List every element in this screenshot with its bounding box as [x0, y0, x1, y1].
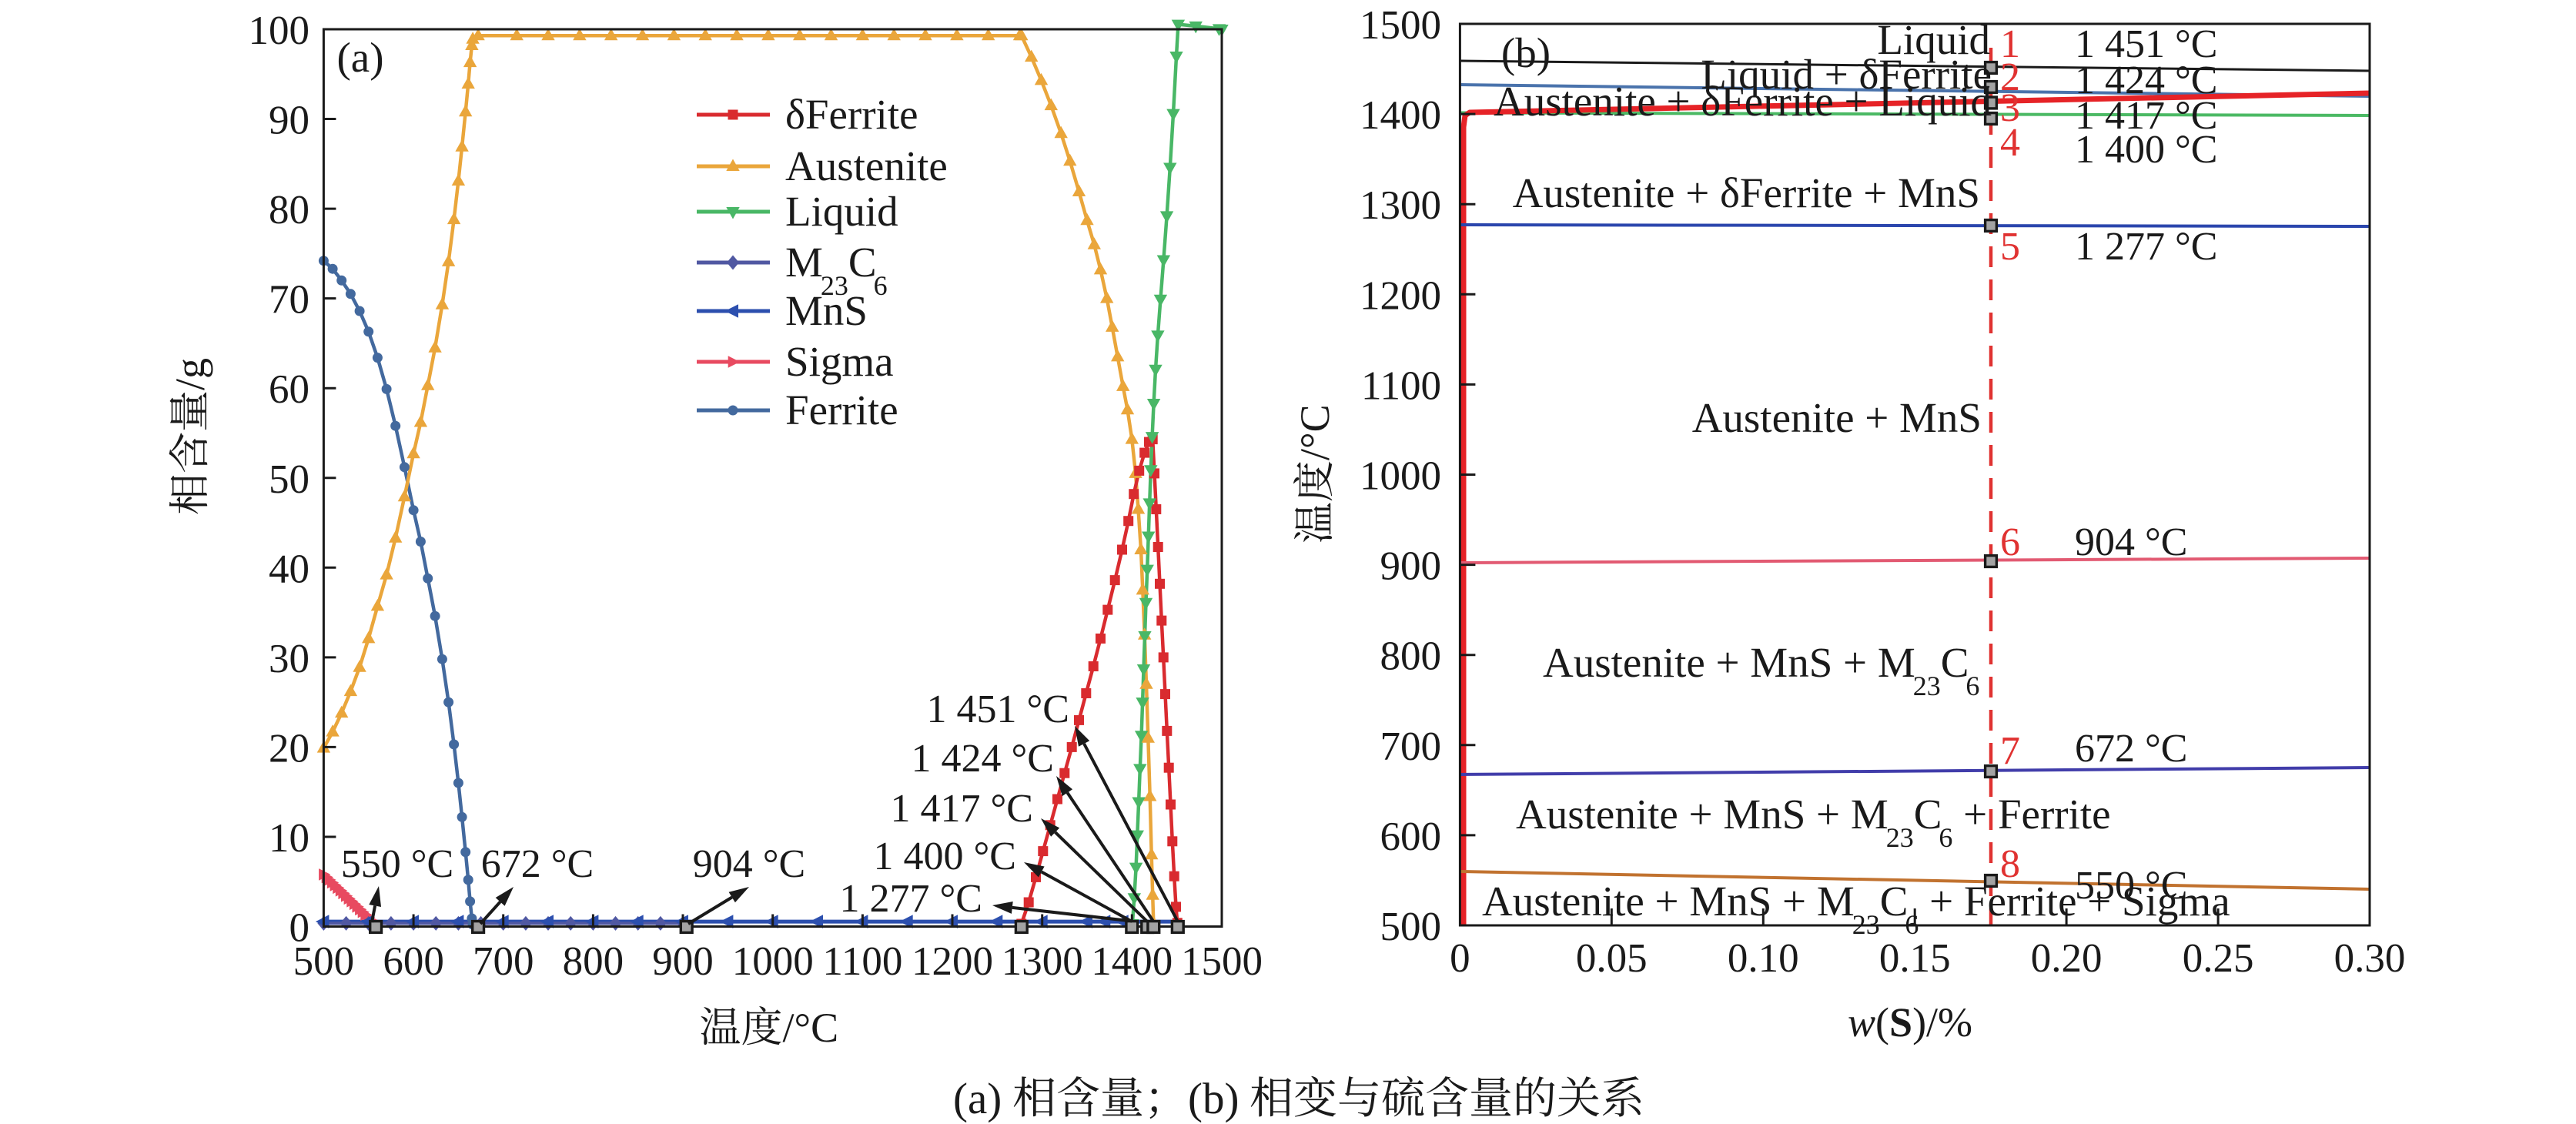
svg-text:1 424 °C: 1 424 °C: [2075, 59, 2217, 102]
svg-text:800: 800: [1380, 634, 1442, 679]
svg-text:800: 800: [563, 939, 624, 984]
svg-text:1200: 1200: [912, 939, 993, 984]
svg-text:30: 30: [269, 637, 309, 681]
svg-text:904 °C: 904 °C: [693, 842, 805, 886]
svg-text:0: 0: [289, 906, 310, 951]
svg-text:1400: 1400: [1360, 93, 1441, 138]
svg-text:Austenite: Austenite: [785, 142, 948, 189]
svg-text:40: 40: [269, 547, 309, 591]
svg-text:600: 600: [1380, 815, 1442, 859]
svg-text:/°C: /°C: [1292, 404, 1338, 460]
svg-text:1 417 °C: 1 417 °C: [891, 787, 1033, 831]
svg-text:672 °C: 672 °C: [481, 842, 594, 886]
svg-text:1500: 1500: [1181, 939, 1263, 984]
svg-text:5: 5: [2000, 225, 2020, 269]
svg-text:δFerrite: δFerrite: [785, 91, 918, 138]
svg-text:1500: 1500: [1360, 3, 1441, 48]
svg-text:0.20: 0.20: [2031, 936, 2103, 981]
svg-text:600: 600: [383, 939, 444, 984]
svg-text:8: 8: [2000, 842, 2020, 886]
svg-text:Austenite + MnS: Austenite + MnS: [1692, 394, 1982, 441]
svg-text:w(S)/%: w(S)/%: [1848, 999, 1972, 1045]
svg-text:(b): (b): [1501, 29, 1551, 76]
svg-text:6: 6: [2000, 520, 2020, 564]
svg-text:100: 100: [249, 8, 310, 53]
svg-text:Liquid: Liquid: [1877, 16, 1990, 63]
svg-text:(a): (a): [953, 1075, 1002, 1123]
svg-text:1 400 °C: 1 400 °C: [2075, 128, 2217, 172]
svg-text:550 °C: 550 °C: [2075, 864, 2187, 908]
svg-text:MnS: MnS: [785, 287, 868, 334]
svg-text:1 451 °C: 1 451 °C: [927, 687, 1069, 731]
svg-text:900: 900: [652, 939, 714, 984]
svg-text:1 400 °C: 1 400 °C: [874, 835, 1016, 878]
svg-text:1000: 1000: [1360, 454, 1441, 499]
svg-text:(a): (a): [336, 34, 383, 81]
svg-text:1 277 °C: 1 277 °C: [840, 877, 982, 921]
svg-text:Sigma: Sigma: [785, 338, 894, 385]
svg-text:3: 3: [2000, 86, 2020, 130]
svg-text:0.15: 0.15: [1879, 936, 1951, 981]
svg-text:Liquid: Liquid: [785, 188, 898, 235]
svg-text:500: 500: [293, 939, 355, 984]
svg-text:(b): (b): [1188, 1075, 1239, 1123]
svg-text:1300: 1300: [1002, 939, 1083, 984]
svg-text:50: 50: [269, 457, 309, 502]
svg-text:1: 1: [2000, 22, 2020, 66]
svg-text:Ferrite: Ferrite: [785, 386, 898, 433]
svg-text:1100: 1100: [1361, 363, 1441, 408]
svg-text:Austenite + δFerrite + Liquid: Austenite + δFerrite + Liquid: [1494, 78, 1992, 125]
svg-text:4: 4: [2000, 121, 2020, 165]
svg-text:1 277 °C: 1 277 °C: [2075, 225, 2217, 269]
svg-text:0.10: 0.10: [1728, 936, 1799, 981]
svg-text:2: 2: [2000, 55, 2020, 99]
svg-text:700: 700: [473, 939, 534, 984]
svg-text:/g: /g: [167, 358, 213, 390]
svg-text:1 424 °C: 1 424 °C: [912, 737, 1054, 781]
svg-text:900: 900: [1380, 544, 1442, 589]
svg-text:1100: 1100: [822, 939, 902, 984]
svg-text:0: 0: [1450, 936, 1470, 981]
svg-text:1200: 1200: [1360, 273, 1441, 318]
svg-text:904 °C: 904 °C: [2075, 520, 2187, 564]
svg-text:80: 80: [269, 188, 309, 232]
svg-text:Austenite + δFerrite + MnS: Austenite + δFerrite + MnS: [1513, 169, 1980, 216]
svg-text:500: 500: [1380, 905, 1442, 949]
svg-text:1300: 1300: [1360, 183, 1441, 228]
svg-text:/°C: /°C: [783, 1005, 839, 1051]
svg-text:10: 10: [269, 816, 309, 861]
svg-text:1 451 °C: 1 451 °C: [2075, 22, 2217, 66]
svg-text:Liquid + δFerrite: Liquid + δFerrite: [1701, 51, 1992, 98]
svg-text:1 417 °C: 1 417 °C: [2075, 94, 2217, 138]
svg-text:0.25: 0.25: [2183, 936, 2254, 981]
svg-text:0.30: 0.30: [2334, 936, 2406, 981]
svg-text:20: 20: [269, 726, 309, 771]
svg-text:7: 7: [2000, 729, 2020, 773]
svg-text:70: 70: [269, 278, 309, 323]
svg-text:700: 700: [1380, 724, 1442, 769]
svg-text:550 °C: 550 °C: [341, 842, 453, 886]
svg-text:672 °C: 672 °C: [2075, 727, 2187, 771]
svg-text:1400: 1400: [1091, 939, 1173, 984]
svg-text:90: 90: [269, 99, 309, 143]
svg-text:1000: 1000: [732, 939, 814, 984]
svg-text:0.05: 0.05: [1576, 936, 1648, 981]
svg-text:60: 60: [269, 367, 309, 412]
